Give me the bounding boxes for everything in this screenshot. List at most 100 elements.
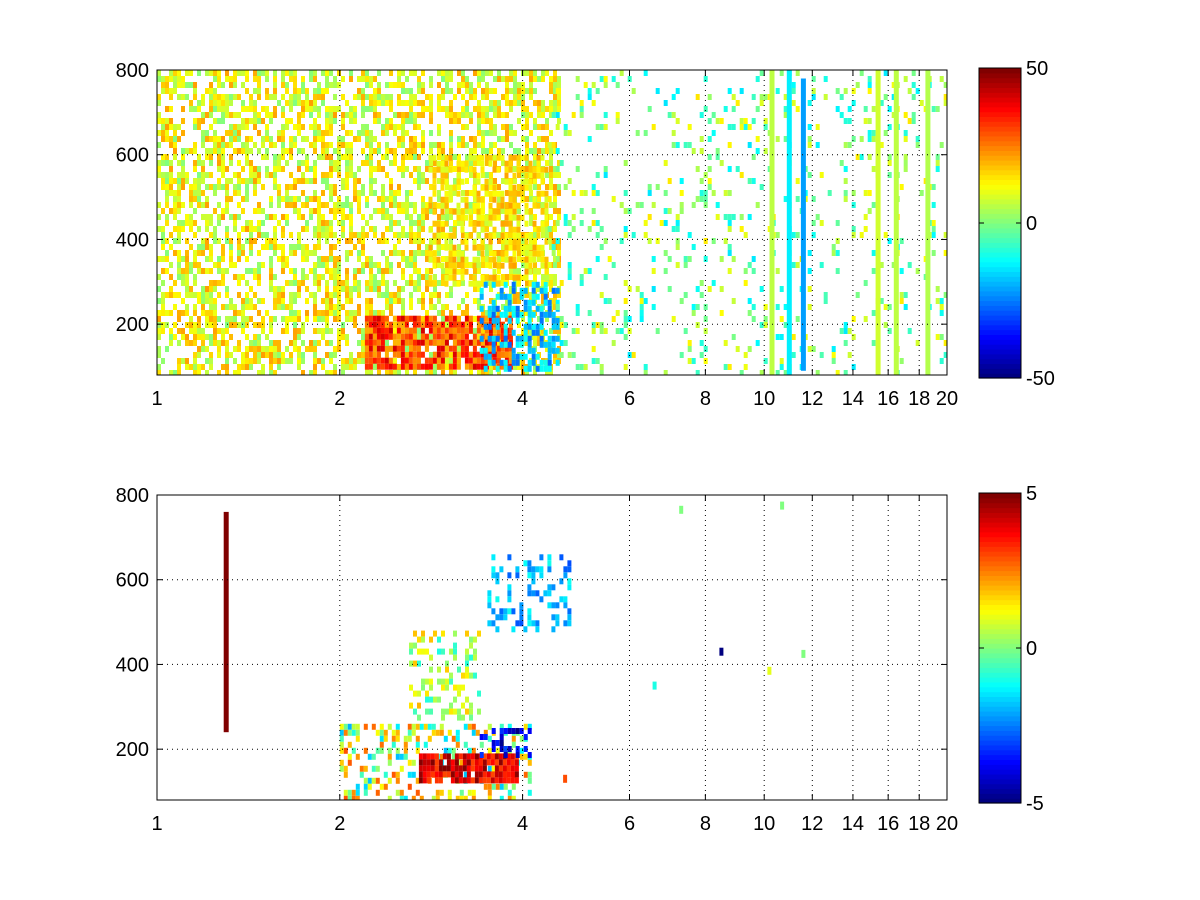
heatmap-cell [456, 315, 461, 322]
heatmap-cell [371, 765, 376, 772]
heatmap-cell [500, 250, 505, 257]
heatmap-cell [466, 753, 471, 760]
heatmap-cell [399, 789, 404, 796]
heatmap-cell [361, 88, 365, 94]
heatmap-cell [513, 130, 517, 136]
heatmap-cell [329, 352, 333, 358]
heatmap-cell [899, 268, 904, 274]
colorbar-segment [979, 213, 1021, 219]
colorbar-segment [979, 160, 1021, 166]
heatmap-cell [369, 226, 373, 232]
heatmap-cell [445, 88, 449, 94]
heatmap-cell [233, 136, 237, 142]
heatmap-cell [249, 118, 253, 124]
heatmap-cell [486, 777, 491, 784]
heatmap-cell [535, 566, 540, 573]
heatmap-cell [501, 76, 505, 82]
heatmap-cell [553, 298, 557, 304]
heatmap-cell [425, 274, 429, 280]
heatmap-cell [647, 238, 652, 244]
heatmap-cell [365, 106, 369, 112]
heatmap-cell [843, 328, 848, 334]
heatmap-cell [369, 274, 373, 280]
heatmap-cell [469, 702, 473, 709]
heatmap-cell [527, 728, 532, 734]
heatmap-cell [437, 70, 441, 76]
heatmap-cell [536, 202, 541, 209]
heatmap-cell [345, 334, 349, 340]
heatmap-cell [305, 286, 309, 292]
colorbar-segment [979, 691, 1021, 698]
heatmap-cell [369, 160, 373, 166]
heatmap-cell [237, 346, 241, 352]
heatmap-cell [389, 106, 393, 112]
heatmap-cell [438, 759, 443, 766]
heatmap-cell [482, 759, 487, 766]
heatmap-cell [277, 298, 281, 304]
heatmap-cell [325, 142, 329, 148]
heatmap-cell [181, 172, 185, 178]
heatmap-cell [691, 310, 696, 316]
heatmap-cell [417, 298, 421, 304]
heatmap-cell [355, 735, 360, 742]
heatmap-cell [417, 250, 421, 256]
heatmap-cell [321, 142, 325, 148]
heatmap-cell [492, 321, 497, 328]
heatmap-cell [489, 286, 493, 292]
heatmap-cell [464, 327, 469, 334]
heatmap-cell [333, 166, 337, 172]
heatmap-cell [229, 178, 233, 184]
heatmap-cell [237, 130, 241, 136]
heatmap-cell [476, 172, 481, 179]
heatmap-cell [233, 112, 237, 118]
heatmap-cell [436, 220, 441, 227]
heatmap-cell [440, 345, 445, 352]
heatmap-cell [643, 298, 648, 304]
heatmap-cell [277, 256, 281, 262]
heatmap-cell [903, 136, 908, 142]
heatmap-cell [265, 310, 269, 316]
heatmap-cell [743, 364, 748, 370]
heatmap-cell [453, 94, 457, 100]
heatmap-cell [502, 765, 507, 772]
heatmap-cell [425, 160, 429, 166]
heatmap-cell [245, 304, 249, 310]
heatmap-cell [177, 220, 181, 226]
heatmap-cell [381, 274, 385, 280]
heatmap-cell [321, 148, 325, 154]
heatmap-cell [428, 166, 433, 173]
heatmap-cell [384, 351, 389, 358]
heatmap-cell [567, 274, 572, 280]
heatmap-cell [695, 166, 700, 172]
heatmap-cell [467, 723, 472, 730]
heatmap-cell [233, 214, 237, 220]
heatmap-cell [453, 630, 457, 637]
heatmap-cell [393, 196, 397, 202]
heatmap-cell [353, 196, 357, 202]
heatmap-cell [429, 82, 433, 88]
heatmap-cell [233, 310, 237, 316]
heatmap-cell [492, 274, 497, 281]
heatmap-cell [217, 220, 221, 226]
heatmap-cell [599, 76, 604, 82]
heatmap-cell [253, 172, 257, 178]
heatmap-cell [509, 124, 513, 130]
colorbar-segment [979, 677, 1021, 683]
heatmap-cell [359, 771, 364, 778]
heatmap-cell [337, 142, 341, 148]
colorbar-segment [979, 116, 1021, 122]
heatmap-cell [321, 334, 325, 340]
heatmap-cell [213, 286, 217, 292]
heatmap-cell [257, 310, 261, 316]
heatmap-cell [253, 226, 257, 232]
heatmap-cell [193, 250, 197, 256]
heatmap-cell [197, 226, 201, 232]
heatmap-cell [555, 238, 560, 244]
heatmap-cell [563, 566, 568, 573]
heatmap-cell [293, 244, 297, 250]
heatmap-cell [553, 358, 557, 364]
heatmap-cell [859, 70, 864, 76]
heatmap-cell [473, 316, 477, 322]
heatmap-cell [440, 333, 445, 340]
colorbar-segment [979, 628, 1021, 635]
